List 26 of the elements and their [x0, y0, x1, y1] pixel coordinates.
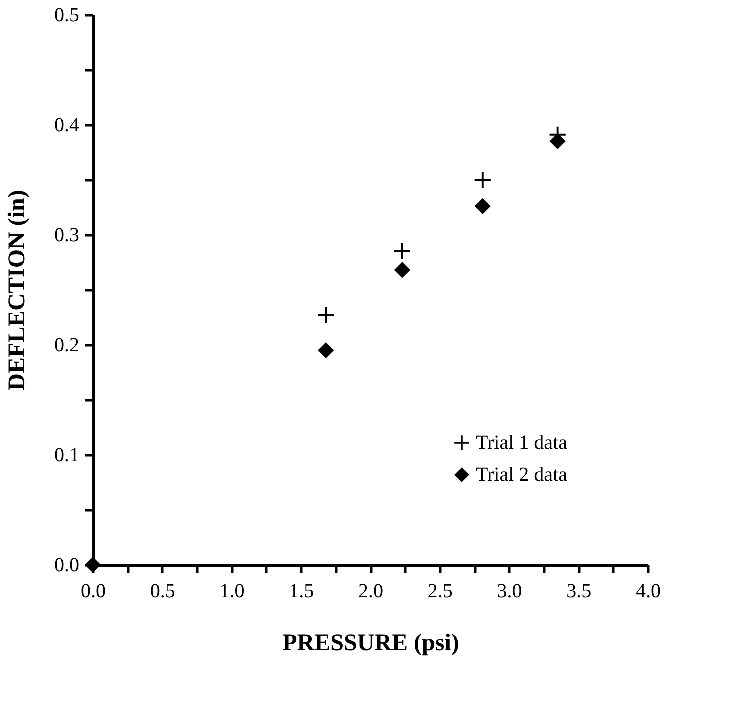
y-tick-label: 0.0 — [54, 554, 80, 576]
x-tick-label: 3.5 — [566, 580, 592, 602]
x-tick-label: 0.5 — [150, 580, 176, 602]
x-tick-label: 4.0 — [636, 580, 661, 602]
y-tick-label: 0.5 — [54, 4, 80, 26]
legend-label: Trial 2 data — [476, 464, 568, 486]
y-tick-label: 0.4 — [54, 114, 80, 136]
y-tick-label: 0.1 — [54, 444, 80, 466]
y-tick-label: 0.3 — [54, 224, 80, 246]
point — [474, 198, 491, 214]
x-tick-label: 3.0 — [497, 580, 522, 602]
y-axis-title: DEFLECTION (in) — [4, 190, 30, 391]
legend-label: Trial 1 data — [476, 432, 568, 454]
x-tick-label: 1.5 — [289, 580, 314, 602]
x-tick-label: 0.0 — [81, 580, 106, 602]
point — [318, 307, 334, 324]
point — [394, 243, 410, 260]
x-axis-title: PRESSURE (psi) — [282, 630, 460, 656]
point — [394, 262, 410, 278]
x-tick-label: 2.0 — [358, 580, 384, 602]
x-tick-label: 2.5 — [428, 580, 453, 602]
point — [318, 342, 334, 359]
point — [474, 172, 491, 188]
x-tick-label: 1.0 — [220, 580, 245, 602]
y-tick-label: 0.2 — [54, 334, 80, 356]
point — [84, 556, 102, 574]
